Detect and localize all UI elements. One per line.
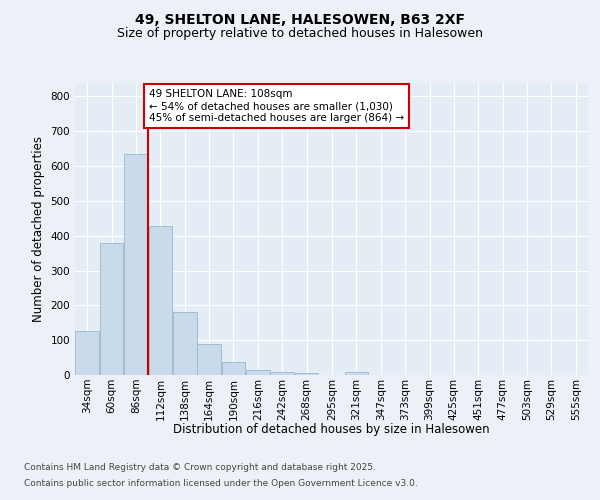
Bar <box>149 226 172 375</box>
Bar <box>295 372 319 375</box>
Bar <box>197 344 221 375</box>
Bar <box>173 312 197 375</box>
X-axis label: Distribution of detached houses by size in Halesowen: Distribution of detached houses by size … <box>173 422 490 436</box>
Bar <box>100 244 124 375</box>
Bar <box>221 362 245 375</box>
Bar <box>344 372 368 375</box>
Text: Size of property relative to detached houses in Halesowen: Size of property relative to detached ho… <box>117 28 483 40</box>
Text: 49, SHELTON LANE, HALESOWEN, B63 2XF: 49, SHELTON LANE, HALESOWEN, B63 2XF <box>135 12 465 26</box>
Y-axis label: Number of detached properties: Number of detached properties <box>32 136 45 322</box>
Bar <box>124 154 148 375</box>
Text: 49 SHELTON LANE: 108sqm
← 54% of detached houses are smaller (1,030)
45% of semi: 49 SHELTON LANE: 108sqm ← 54% of detache… <box>149 90 404 122</box>
Text: Contains HM Land Registry data © Crown copyright and database right 2025.: Contains HM Land Registry data © Crown c… <box>24 464 376 472</box>
Bar <box>271 372 294 375</box>
Text: Contains public sector information licensed under the Open Government Licence v3: Contains public sector information licen… <box>24 478 418 488</box>
Bar <box>246 370 270 375</box>
Bar <box>76 332 99 375</box>
